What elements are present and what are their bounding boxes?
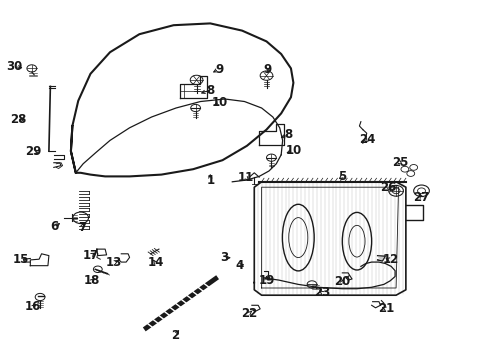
Text: 17: 17 [82,249,99,262]
Text: 24: 24 [359,133,375,146]
Text: 12: 12 [382,253,399,266]
Text: 1: 1 [206,174,214,186]
Text: 10: 10 [285,144,301,157]
Text: 6: 6 [51,220,59,233]
Text: 5: 5 [338,170,346,183]
Text: 3: 3 [220,251,227,264]
Text: 8: 8 [284,129,292,141]
Text: 4: 4 [235,259,243,272]
Text: 2: 2 [171,329,179,342]
Text: 14: 14 [147,256,163,269]
Text: 15: 15 [12,253,29,266]
Text: 18: 18 [83,274,100,287]
Text: 25: 25 [391,156,407,169]
Text: 28: 28 [10,113,27,126]
Text: 11: 11 [237,171,253,184]
Text: 13: 13 [105,256,122,269]
Polygon shape [377,256,385,261]
Text: 29: 29 [25,145,41,158]
Text: 26: 26 [380,181,396,194]
Text: 19: 19 [258,274,274,287]
Text: 8: 8 [206,84,214,96]
Text: 10: 10 [211,96,228,109]
Text: 22: 22 [241,307,257,320]
Text: 23: 23 [313,286,329,299]
Text: 7: 7 [78,221,86,234]
Text: 21: 21 [377,302,394,315]
Text: 16: 16 [25,300,41,313]
Text: 9: 9 [215,63,223,76]
Text: 20: 20 [333,275,350,288]
Text: 30: 30 [6,60,23,73]
Text: 27: 27 [412,191,429,204]
Text: 9: 9 [264,63,271,76]
